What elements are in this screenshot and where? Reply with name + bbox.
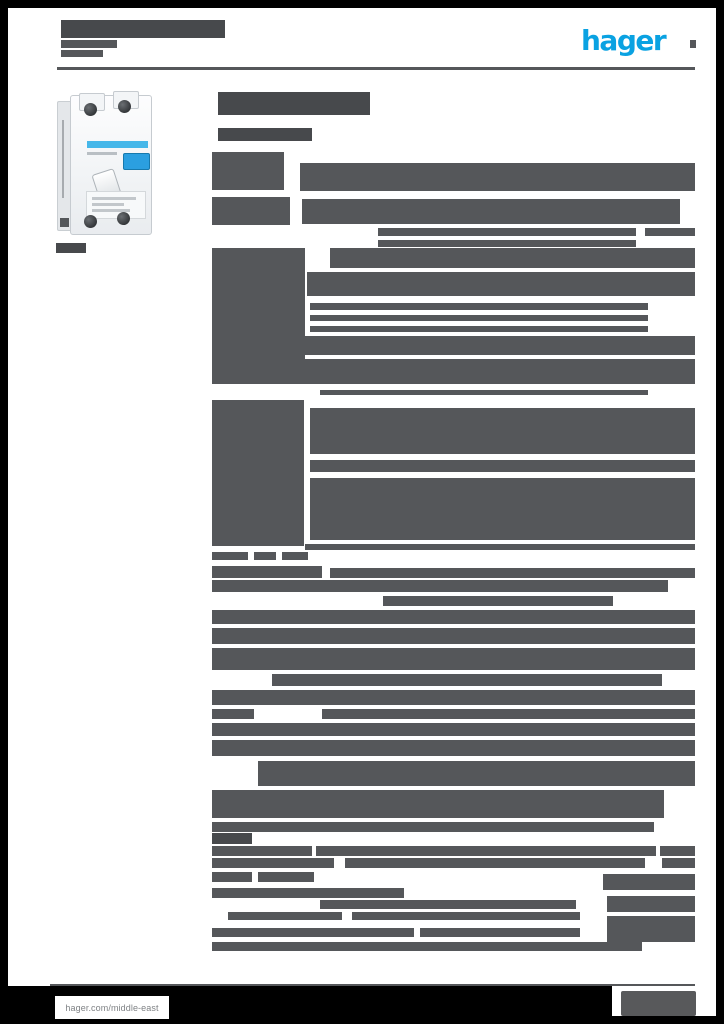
redacted-text-bar — [607, 896, 695, 912]
redacted-text-bar — [212, 152, 284, 190]
redacted-text-bar — [212, 400, 304, 546]
redacted-text-bar — [302, 199, 680, 224]
redacted-text-bar — [212, 790, 664, 818]
terminal-screw-icon — [84, 215, 97, 228]
terminal-screw-icon — [117, 212, 130, 225]
redacted-text-bar — [212, 648, 695, 670]
redacted-text-bar — [212, 740, 695, 756]
terminal-screw-icon — [84, 103, 97, 116]
redacted-text-bar — [420, 928, 580, 937]
product-photo — [57, 91, 152, 238]
terminal-screw-icon — [118, 100, 131, 113]
redacted-text-bar — [212, 822, 654, 832]
redacted-text-bar — [282, 552, 308, 560]
redacted-text-bar — [212, 336, 695, 355]
redacted-text-bar — [316, 846, 656, 856]
redacted-heading-bar — [218, 92, 370, 115]
rating-label-panel — [86, 191, 146, 219]
redacted-text-bar — [212, 846, 312, 856]
redacted-text-bar — [212, 628, 695, 644]
redacted-text-bar — [310, 315, 648, 321]
redacted-text-bar — [61, 50, 103, 57]
redacted-text-bar — [378, 228, 636, 236]
redacted-text-bar — [352, 912, 580, 920]
redacted-text-bar — [212, 580, 668, 592]
redacted-text-bar — [212, 566, 322, 578]
redacted-text-bar — [300, 163, 695, 191]
redacted-text-bar — [320, 390, 648, 395]
redacted-text-bar — [310, 326, 648, 332]
redacted-text-bar — [57, 67, 695, 70]
redacted-text-bar — [212, 248, 305, 380]
page-border-top — [0, 0, 724, 8]
hager-logo: hager — [581, 24, 667, 57]
redacted-heading-bar — [61, 20, 225, 38]
redacted-text-bar — [690, 40, 696, 48]
redacted-text-bar — [272, 674, 662, 686]
breaker-side-panel — [57, 101, 73, 231]
redacted-text-bar — [212, 888, 404, 898]
redacted-text-bar — [228, 912, 342, 920]
redacted-text-bar — [212, 690, 695, 705]
redacted-text-bar — [50, 984, 695, 986]
redacted-text-bar — [212, 709, 254, 719]
redacted-text-bar — [345, 858, 645, 868]
redacted-text-bar — [254, 552, 276, 560]
redacted-text-bar — [378, 240, 636, 247]
footer-url-badge[interactable]: hager.com/middle-east — [55, 996, 169, 1019]
redacted-heading-bar — [218, 128, 312, 141]
redacted-text-bar — [310, 478, 695, 540]
redacted-text-bar — [212, 928, 414, 937]
label-mark — [87, 152, 117, 155]
footer-logo-box — [621, 991, 696, 1016]
redacted-text-bar — [212, 197, 290, 225]
redacted-text-bar — [258, 761, 695, 786]
redacted-text-bar — [645, 228, 695, 236]
redacted-text-bar — [212, 942, 642, 951]
redacted-text-bar — [212, 552, 248, 560]
redacted-text-bar — [322, 709, 695, 719]
blue-stripe — [87, 141, 148, 148]
redacted-text-bar — [320, 900, 576, 909]
redacted-text-bar — [212, 858, 334, 868]
redacted-text-bar — [212, 610, 695, 624]
redacted-text-bar — [330, 248, 695, 268]
redacted-text-bar — [662, 858, 695, 868]
blue-toggle-switch — [123, 153, 150, 170]
redacted-heading-bar — [212, 833, 252, 844]
redacted-text-bar — [212, 872, 252, 882]
redacted-text-bar — [61, 40, 117, 48]
redacted-text-bar — [212, 723, 695, 736]
redacted-heading-bar — [56, 243, 86, 253]
redacted-text-bar — [310, 408, 695, 454]
redacted-text-bar — [330, 568, 695, 578]
page-border-right — [716, 0, 724, 1024]
redacted-text-bar — [212, 359, 695, 384]
redacted-text-bar — [383, 596, 613, 606]
page-border-left — [0, 0, 8, 1024]
redacted-text-bar — [258, 872, 314, 882]
redacted-text-bar — [310, 303, 648, 310]
redacted-text-bar — [660, 846, 695, 856]
redacted-text-bar — [603, 874, 695, 890]
redacted-text-bar — [607, 916, 695, 942]
redacted-text-bar — [305, 544, 695, 550]
redacted-text-bar — [307, 272, 695, 296]
redacted-text-bar — [310, 460, 695, 472]
